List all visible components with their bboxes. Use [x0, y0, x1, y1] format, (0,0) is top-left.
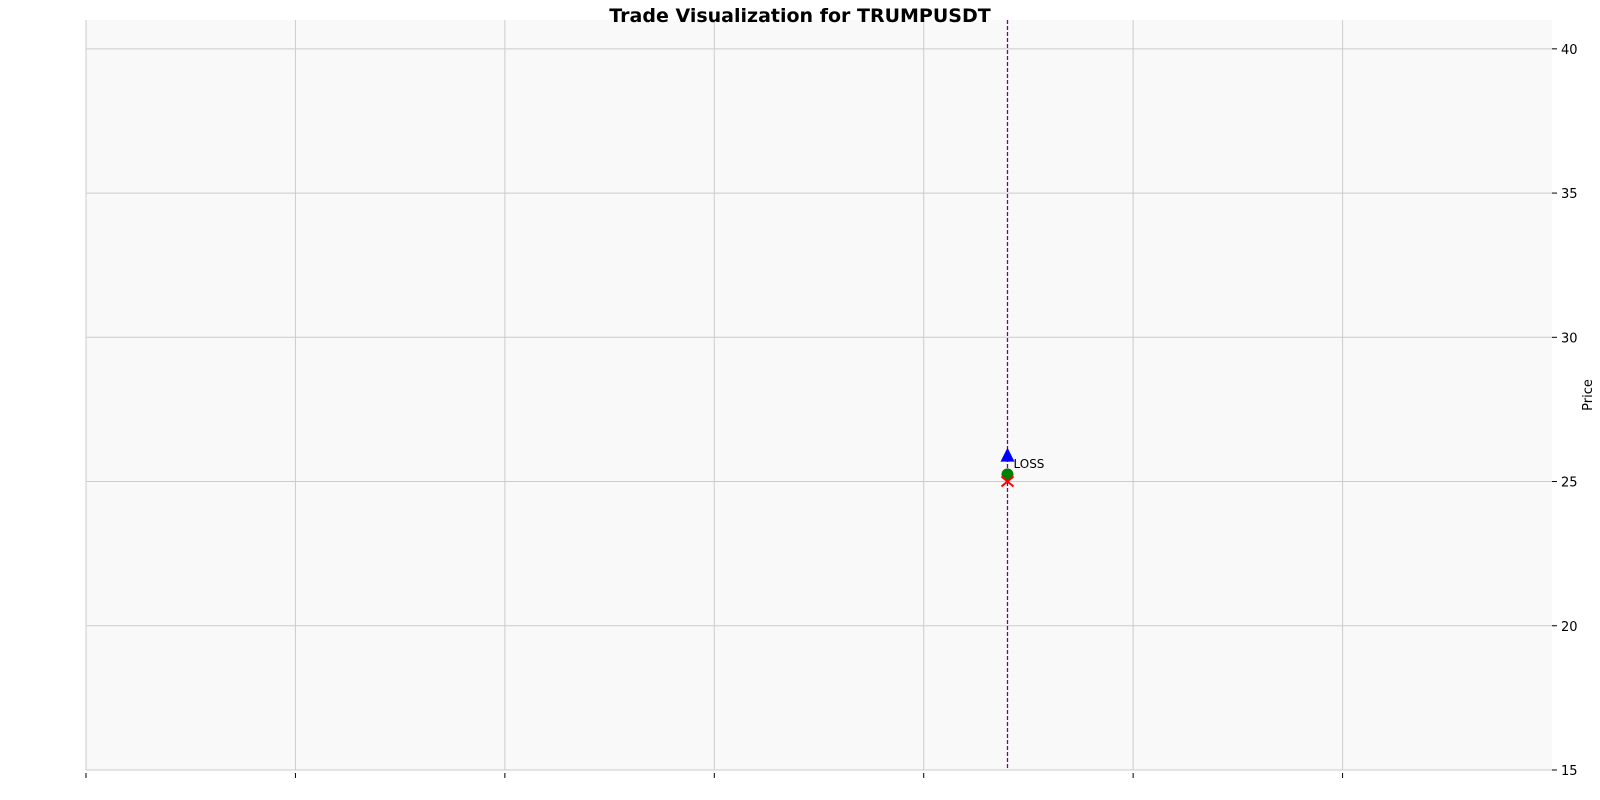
- axis-ticks: 15 20 25 30 35 40: [85, 43, 1578, 779]
- y-axis-label: Price: [1581, 379, 1596, 411]
- stop-marker: [1000, 475, 1015, 488]
- y-tick-label: 35: [1561, 187, 1578, 202]
- entry-marker: [1000, 447, 1015, 462]
- exit-marker: [1001, 468, 1014, 481]
- plot-background: [86, 20, 1552, 770]
- trade-markers: [1000, 447, 1015, 488]
- y-tick-label: 15: [1561, 764, 1578, 779]
- stop-marker-stroke: [1000, 475, 1015, 488]
- chart-title: Trade Visualization for TRUMPUSDT: [609, 5, 990, 27]
- y-tick-label: 25: [1561, 476, 1578, 491]
- grid: [85, 20, 1552, 771]
- trade-result-label: LOSS: [1013, 457, 1044, 471]
- y-tick-label: 30: [1561, 331, 1578, 346]
- y-tick-label: 40: [1561, 43, 1578, 58]
- y-tick-label: 20: [1561, 620, 1578, 635]
